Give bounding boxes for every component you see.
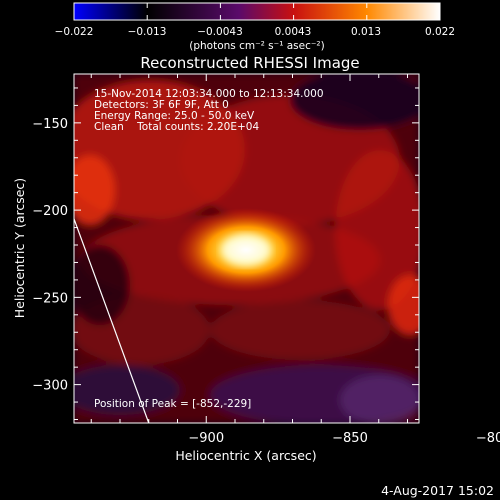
x-tick-label: −900 bbox=[188, 431, 224, 446]
heatmap-image bbox=[74, 74, 419, 423]
colorbar-ticks bbox=[73, 3, 441, 20]
annotation-detectors: Detectors: 3F 6F 9F, Att 0 bbox=[94, 99, 229, 111]
colorbar bbox=[73, 2, 441, 21]
limb-line bbox=[74, 218, 150, 423]
y-tick-label: −200 bbox=[32, 204, 68, 219]
annotation-clean-counts: Clean Total counts: 2.20E+04 bbox=[94, 121, 259, 133]
x-axis-ticks bbox=[90, 74, 408, 423]
annotation-peak-position: Position of Peak = [-852,-229] bbox=[94, 398, 251, 410]
colorbar-tick-label: 0.022 bbox=[425, 26, 455, 38]
colorbar-tick-label: −0.022 bbox=[55, 26, 94, 38]
colorbar-tick-label: −0.0043 bbox=[197, 26, 243, 38]
y-tick-label: −250 bbox=[32, 291, 68, 306]
y-axis-ticks bbox=[74, 87, 419, 421]
footer-date: 4-Aug-2017 15:02 bbox=[381, 483, 494, 498]
plot-frame bbox=[73, 73, 420, 424]
annotation-time-range: 15-Nov-2014 12:03:34.000 to 12:13:34.000 bbox=[94, 88, 324, 100]
y-tick-label: −150 bbox=[32, 117, 68, 132]
colorbar-unit-label: (photons cm⁻² s⁻¹ asec⁻²) bbox=[189, 40, 324, 52]
x-tick-label: −850 bbox=[332, 431, 368, 446]
x-tick-label: −800 bbox=[476, 431, 500, 446]
x-axis-label: Heliocentric X (arcsec) bbox=[175, 448, 316, 463]
colorbar-tick-label: 0.013 bbox=[351, 26, 381, 38]
colorbar-tick-label: 0.0043 bbox=[275, 26, 312, 38]
y-axis-label: Heliocentric Y (arcsec) bbox=[12, 178, 27, 318]
annotation-energy-range: Energy Range: 25.0 - 50.0 keV bbox=[94, 110, 255, 122]
colorbar-tick-label: −0.013 bbox=[128, 26, 167, 38]
chart-title: Reconstructed RHESSI Image bbox=[140, 54, 359, 72]
y-tick-label: −300 bbox=[32, 379, 68, 394]
